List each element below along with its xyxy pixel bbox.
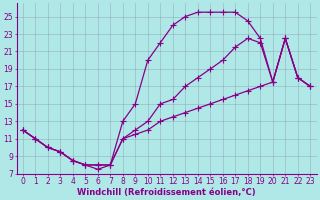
X-axis label: Windchill (Refroidissement éolien,°C): Windchill (Refroidissement éolien,°C) [77,188,256,197]
